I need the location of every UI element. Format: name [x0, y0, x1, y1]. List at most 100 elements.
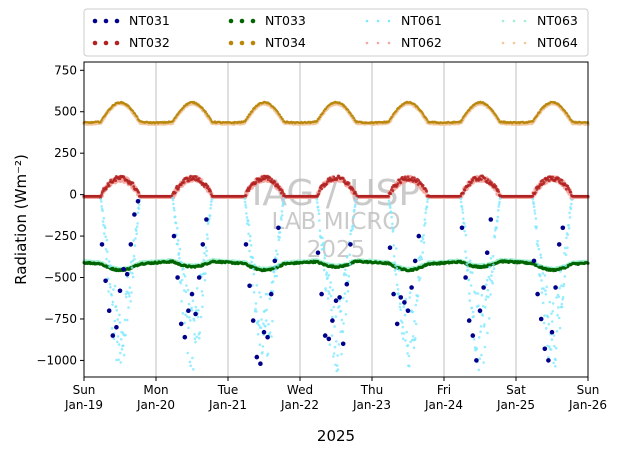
nt034-point: [136, 115, 139, 119]
nt061-point: [122, 344, 125, 348]
nt061-point: [389, 206, 392, 209]
nt061-point: [490, 274, 493, 277]
nt061-point: [138, 203, 141, 206]
nt061-point: [107, 290, 110, 293]
nt061-point: [398, 269, 401, 272]
nt061-point: [194, 340, 197, 344]
x-tick-label-day: Sun: [73, 383, 96, 397]
nt031-point: [394, 321, 400, 327]
nt061-point: [191, 299, 195, 303]
x-tick-label-date: Jan-25: [496, 398, 535, 412]
nt061-point: [335, 364, 339, 367]
nt061-point: [127, 306, 130, 309]
nt031-point: [268, 291, 274, 297]
nt061-point: [316, 201, 319, 204]
nt031-point: [171, 233, 177, 239]
nt061-point: [421, 251, 425, 254]
y-tick-label: 750: [54, 63, 77, 77]
nt061-point: [395, 267, 399, 270]
nt031-point: [110, 333, 116, 338]
nt061-point: [407, 354, 411, 358]
nt061-point: [392, 228, 395, 232]
nt061-point: [134, 237, 137, 240]
x-tick-label-date: Jan-19: [64, 398, 103, 412]
nt061-point: [495, 226, 498, 230]
nt031-point: [463, 275, 468, 280]
x-tick-label-date: Jan-26: [568, 398, 607, 412]
nt061-point: [402, 305, 406, 309]
nt061-point: [424, 211, 428, 214]
nt061-point: [341, 330, 345, 334]
nt061-point: [558, 326, 562, 330]
nt061-point: [103, 226, 107, 230]
nt061-point: [570, 198, 573, 201]
nt061-point: [255, 310, 258, 313]
nt061-point: [538, 274, 542, 278]
nt061-point: [415, 299, 419, 302]
nt032-point: [194, 175, 198, 179]
nt034-point: [352, 116, 356, 120]
nt032-point: [131, 181, 135, 185]
nt061-point: [247, 223, 251, 227]
nt061-point: [469, 284, 473, 287]
nt061-point: [281, 214, 284, 217]
nt061-point: [491, 281, 495, 285]
nt061-point: [393, 261, 396, 264]
nt061-point: [323, 254, 327, 257]
nt061-point: [344, 268, 347, 272]
nt061-point: [542, 321, 546, 325]
nt031-point: [348, 242, 353, 247]
nt031-point: [114, 325, 119, 330]
nt061-point: [420, 257, 424, 261]
nt061-point: [187, 302, 191, 306]
nt034-point: [565, 112, 569, 115]
nt061-point: [179, 260, 183, 264]
nt061-point: [485, 278, 489, 282]
nt061-point: [349, 232, 352, 236]
nt031-point: [182, 334, 188, 340]
nt031-point: [189, 291, 195, 297]
nt031-point: [391, 291, 396, 297]
nt061-point: [127, 292, 131, 295]
legend-marker: [250, 18, 256, 24]
nt061-point: [496, 215, 500, 219]
nt032-point: [391, 189, 395, 193]
nt061-point: [116, 318, 119, 321]
nt061-point: [193, 337, 197, 341]
nt061-point: [184, 290, 188, 294]
nt061-point: [132, 254, 136, 258]
nt032-point: [182, 181, 186, 184]
nt061-point: [541, 301, 545, 305]
nt061-point: [178, 247, 182, 251]
nt032-point: [197, 177, 201, 180]
nt031-point: [135, 199, 141, 204]
nt061-point: [322, 247, 326, 250]
nt061-point: [270, 335, 273, 338]
x-tick-label-day: Thu: [360, 383, 384, 397]
nt061-point: [348, 253, 352, 256]
nt061-point: [392, 254, 396, 258]
nt061-point: [421, 237, 425, 241]
nt061-point: [489, 293, 492, 296]
nt031-point: [178, 321, 184, 327]
nt031-point: [470, 333, 476, 338]
nt061-point: [492, 267, 496, 270]
nt032-point: [399, 181, 403, 185]
x-tick-label-day: Tue: [217, 383, 239, 397]
nt031-point: [538, 316, 544, 322]
nt061-point: [339, 309, 343, 313]
nt061-point: [186, 288, 190, 292]
nt031-point: [416, 233, 422, 239]
nt061-point: [462, 222, 466, 225]
nt061-point: [245, 212, 248, 215]
nt032-point: [206, 184, 210, 188]
nt061-point: [129, 300, 132, 303]
nt061-point: [540, 291, 544, 294]
nt034-point: [351, 114, 354, 118]
nt061-point: [468, 299, 472, 302]
nt061-point: [208, 214, 212, 218]
nt061-point: [271, 280, 275, 283]
nt031-point: [128, 242, 134, 247]
nt031-point: [204, 217, 209, 222]
